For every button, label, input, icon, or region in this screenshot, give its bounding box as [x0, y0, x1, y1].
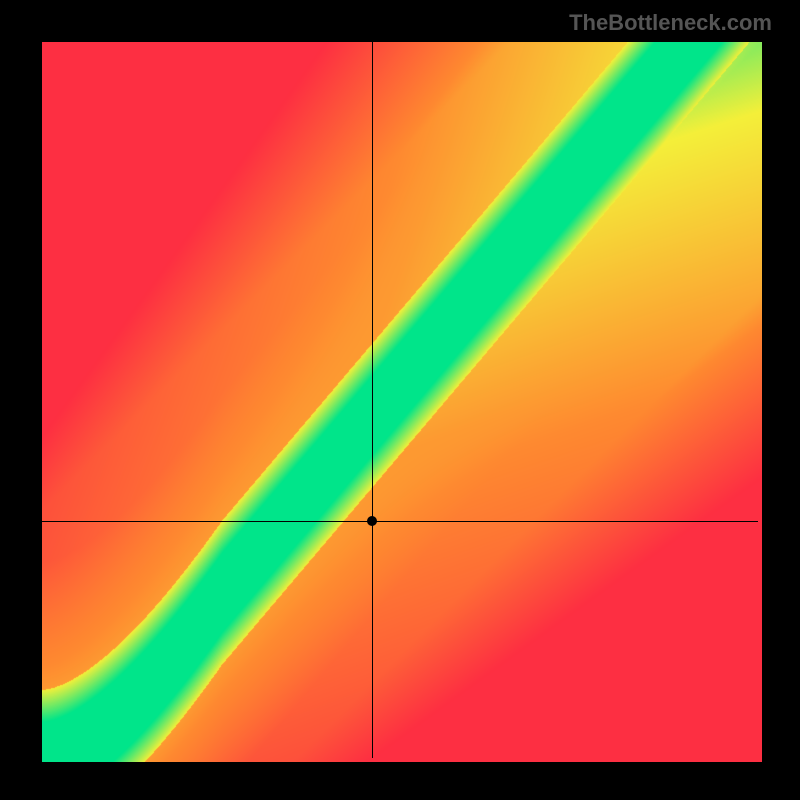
- crosshair-horizontal: [42, 521, 758, 522]
- marker-dot: [367, 516, 377, 526]
- heatmap-plot: [40, 40, 760, 760]
- crosshair-vertical: [372, 42, 373, 758]
- attribution-label: TheBottleneck.com: [569, 10, 772, 36]
- heatmap-canvas: [42, 42, 762, 762]
- chart-container: TheBottleneck.com: [0, 0, 800, 800]
